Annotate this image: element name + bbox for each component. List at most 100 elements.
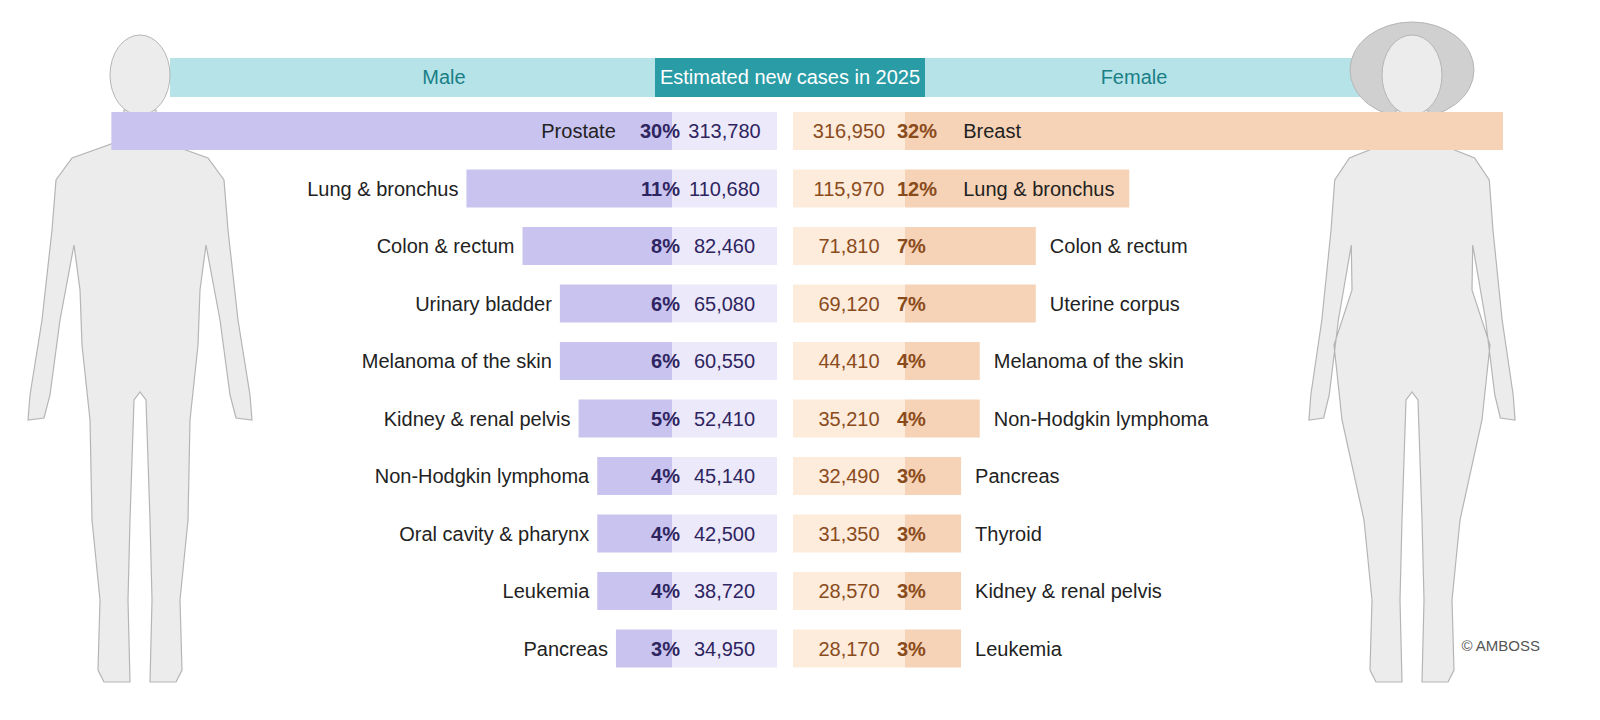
title: Estimated new cases in 2025 bbox=[660, 66, 920, 88]
count-label: 42,500 bbox=[694, 523, 755, 545]
percent-label: 8% bbox=[651, 235, 680, 257]
percent-label: 4% bbox=[897, 408, 926, 430]
labels: 313,780 30% Prostate 110,680 11% Lung & bronc… bbox=[307, 112, 777, 668]
count-label: 82,460 bbox=[694, 235, 755, 257]
percent-label: 4% bbox=[897, 350, 926, 372]
category-label: Leukemia bbox=[503, 580, 591, 602]
category-label: Non-Hodgkin lymphoma bbox=[375, 465, 590, 487]
count-box bbox=[793, 285, 905, 323]
percent-label: 3% bbox=[897, 580, 926, 602]
count-label: 38,720 bbox=[694, 580, 755, 602]
count-label: 44,410 bbox=[818, 350, 879, 372]
count-label: 28,170 bbox=[818, 638, 879, 660]
percent-label: 3% bbox=[897, 523, 926, 545]
count-box bbox=[672, 630, 777, 668]
count-label: 313,780 bbox=[688, 120, 760, 142]
percent-label: 4% bbox=[651, 465, 680, 487]
body bbox=[1309, 110, 1515, 682]
bar bbox=[905, 112, 1503, 150]
credit: © AMBOSS bbox=[1461, 637, 1540, 654]
count-box bbox=[793, 400, 905, 438]
percent-label: 5% bbox=[651, 408, 680, 430]
category-label: Lung & bronchus bbox=[307, 178, 458, 200]
bar bbox=[523, 227, 673, 265]
male-bars bbox=[111, 112, 672, 668]
count-label: 316,950 bbox=[813, 120, 885, 142]
percent-label: 3% bbox=[897, 465, 926, 487]
percent-label: 6% bbox=[651, 350, 680, 372]
count-box bbox=[672, 457, 777, 495]
count-box bbox=[672, 400, 777, 438]
category-label: Breast bbox=[963, 120, 1021, 142]
title-box bbox=[655, 58, 925, 97]
hair bbox=[1350, 22, 1474, 118]
count-label: 115,970 bbox=[814, 178, 885, 200]
count-label: 31,350 bbox=[818, 523, 879, 545]
category-label: Melanoma of the skin bbox=[362, 350, 552, 372]
labels: 316,950 32% Breast 115,970 12% Lung & bronchu… bbox=[793, 112, 1209, 668]
count-label: 110,680 bbox=[689, 178, 760, 200]
female-bars bbox=[905, 112, 1503, 668]
count-box bbox=[672, 342, 777, 380]
count-label: 35,210 bbox=[818, 408, 879, 430]
count-box bbox=[793, 515, 905, 553]
count-box bbox=[793, 112, 905, 150]
panel-title: Male bbox=[422, 66, 465, 88]
percent-label: 11% bbox=[641, 178, 680, 200]
count-box bbox=[793, 630, 905, 668]
percent-label: 7% bbox=[897, 293, 926, 315]
percent-label: 32% bbox=[897, 120, 937, 142]
head bbox=[1382, 35, 1442, 115]
count-box bbox=[672, 285, 777, 323]
count-label: 45,140 bbox=[694, 465, 755, 487]
count-box bbox=[672, 227, 777, 265]
category-label: Lung & bronchus bbox=[963, 178, 1114, 200]
header-band bbox=[170, 58, 1380, 97]
count-label: 28,570 bbox=[818, 580, 879, 602]
category-label: Leukemia bbox=[975, 638, 1063, 660]
category-label: Prostate bbox=[541, 120, 615, 142]
percent-label: 30% bbox=[640, 120, 680, 142]
percent-label: 6% bbox=[651, 293, 680, 315]
category-label: Oral cavity & pharynx bbox=[399, 523, 589, 545]
count-box bbox=[793, 227, 905, 265]
count-label: 32,490 bbox=[818, 465, 879, 487]
category-label: Thyroid bbox=[975, 523, 1042, 545]
count-box bbox=[672, 572, 777, 610]
chart: Estimated new cases in 2025 Male Female 313… bbox=[0, 0, 1600, 720]
category-label: Kidney & renal pelvis bbox=[975, 580, 1162, 602]
count-box bbox=[672, 515, 777, 553]
count-box bbox=[793, 170, 905, 208]
percent-label: 4% bbox=[651, 580, 680, 602]
count-label: 69,120 bbox=[818, 293, 879, 315]
category-label: Melanoma of the skin bbox=[994, 350, 1184, 372]
count-box bbox=[793, 572, 905, 610]
count-box bbox=[793, 342, 905, 380]
percent-label: 3% bbox=[651, 638, 680, 660]
category-label: Urinary bladder bbox=[415, 293, 552, 315]
count-box bbox=[672, 170, 777, 208]
category-label: Colon & rectum bbox=[377, 235, 515, 257]
category-label: Pancreas bbox=[523, 638, 608, 660]
percent-label: 4% bbox=[651, 523, 680, 545]
panel-title: Female bbox=[1101, 66, 1168, 88]
body bbox=[28, 110, 252, 682]
count-box bbox=[793, 457, 905, 495]
count-label: 34,950 bbox=[694, 638, 755, 660]
category-label: Non-Hodgkin lymphoma bbox=[994, 408, 1209, 430]
percent-label: 3% bbox=[897, 638, 926, 660]
count-label: 52,410 bbox=[694, 408, 755, 430]
category-label: Uterine corpus bbox=[1050, 293, 1180, 315]
category-label: Colon & rectum bbox=[1050, 235, 1188, 257]
category-label: Pancreas bbox=[975, 465, 1060, 487]
percent-label: 7% bbox=[897, 235, 926, 257]
category-label: Kidney & renal pelvis bbox=[384, 408, 571, 430]
percent-label: 12% bbox=[897, 178, 937, 200]
bar bbox=[111, 112, 672, 150]
head bbox=[110, 35, 170, 115]
count-label: 65,080 bbox=[694, 293, 755, 315]
count-box bbox=[672, 112, 777, 150]
bar bbox=[905, 170, 1129, 208]
count-label: 60,550 bbox=[694, 350, 755, 372]
count-label: 71,810 bbox=[818, 235, 879, 257]
